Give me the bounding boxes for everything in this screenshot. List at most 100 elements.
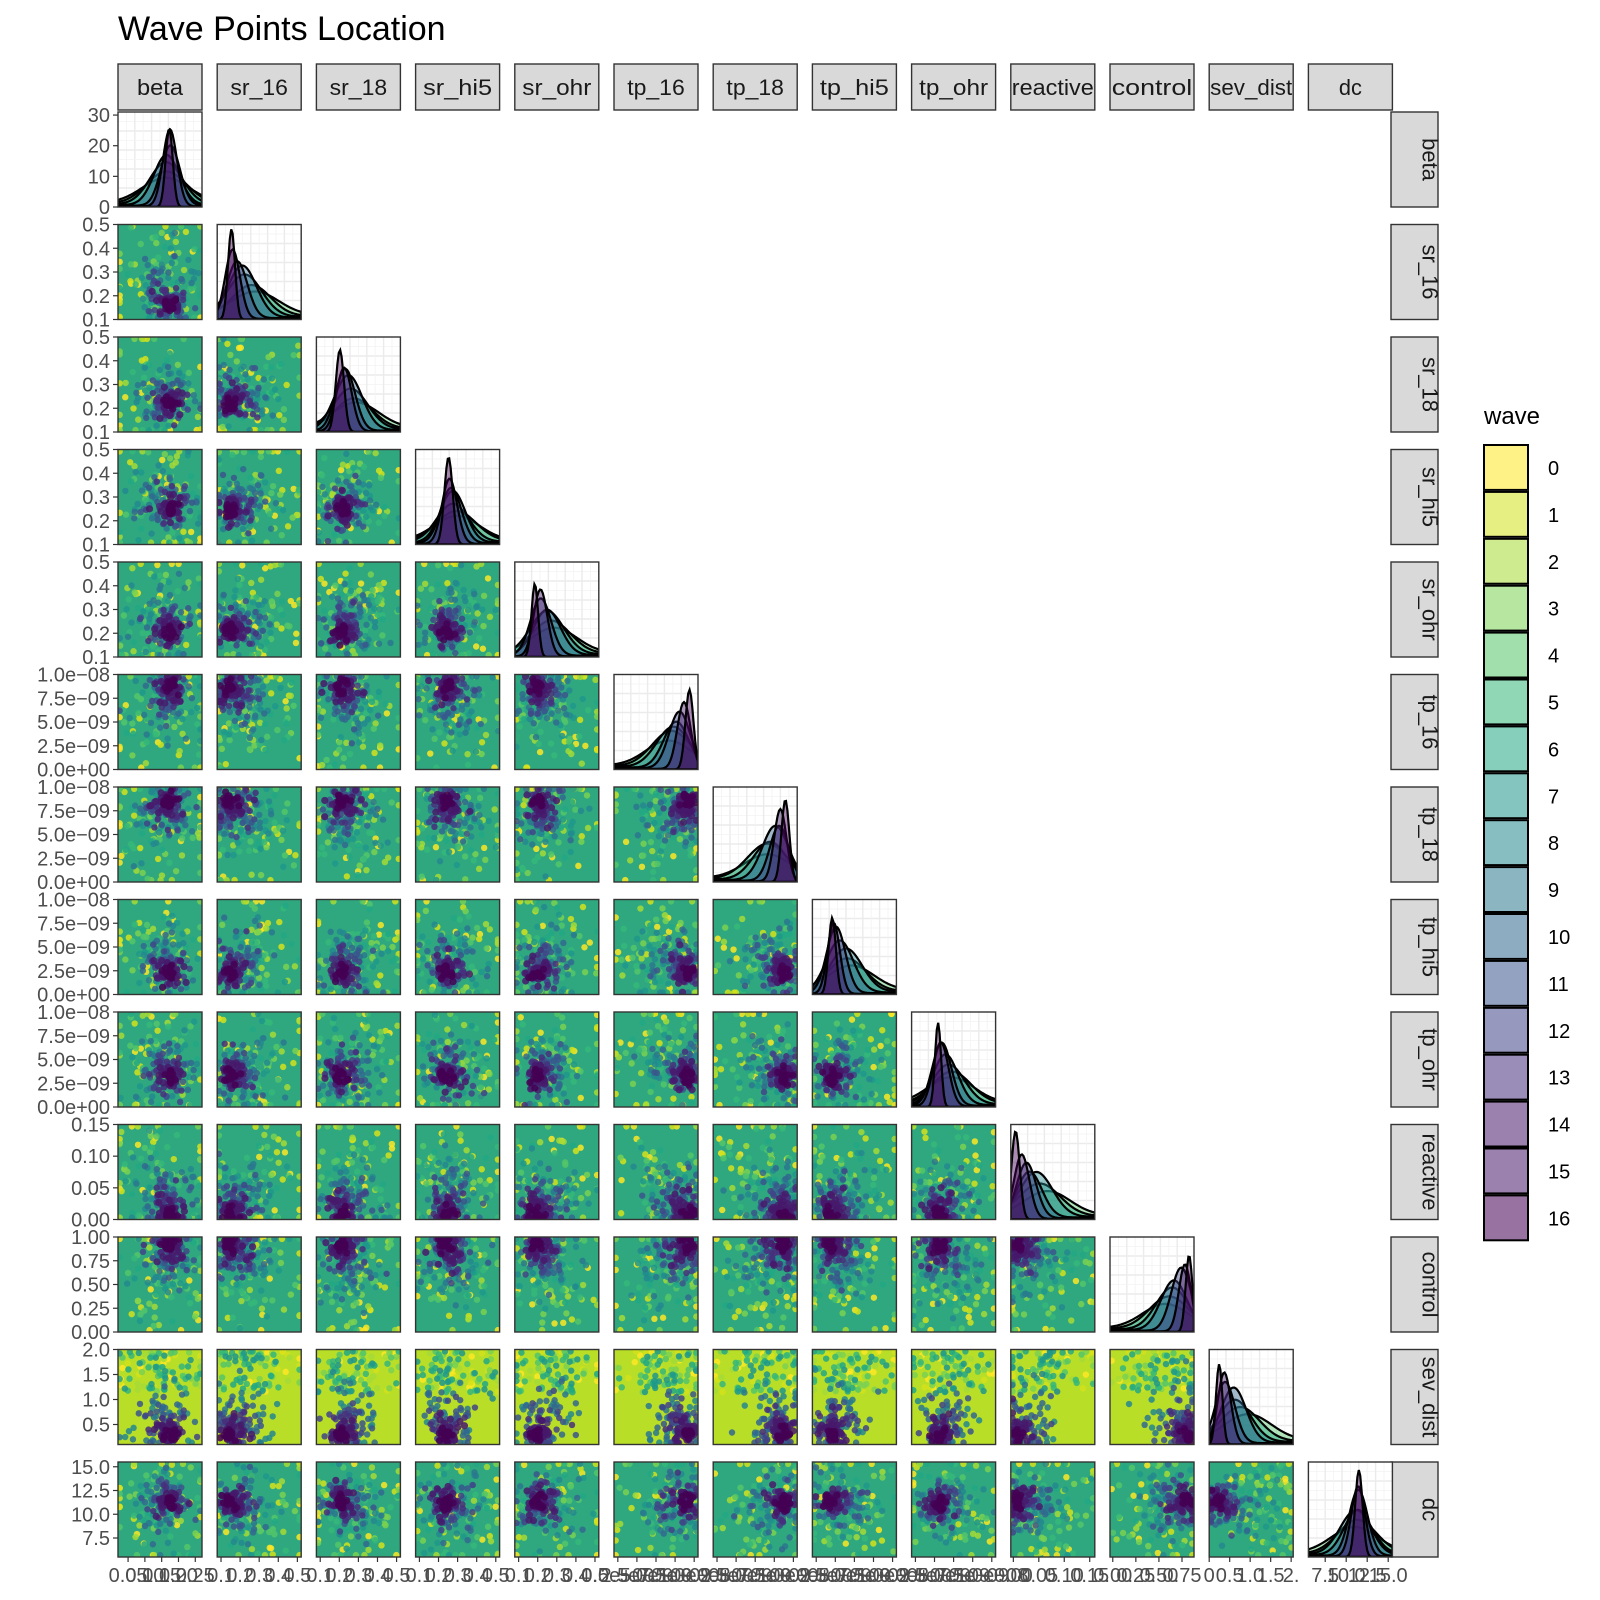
scatter-point-wave-13 xyxy=(252,630,259,637)
scatter-point-wave-13 xyxy=(549,815,556,823)
scatter-point-wave-12 xyxy=(156,640,164,647)
scatter-point-wave-1 xyxy=(267,876,274,882)
scatter-point-wave-3 xyxy=(129,752,136,759)
scatter-point-wave-1 xyxy=(231,876,238,882)
scatter-point-wave-4 xyxy=(120,612,128,619)
row-strip-label: sr_ohr xyxy=(1418,578,1443,640)
scatter-point-wave-9 xyxy=(140,711,148,719)
scatter-point-wave-0 xyxy=(293,630,300,637)
scatter-point-wave-11 xyxy=(145,273,153,281)
scatter-point-wave-9 xyxy=(180,302,187,309)
scatter-point-wave-16 xyxy=(161,397,170,406)
scatter-point-wave-5 xyxy=(229,451,236,459)
scatter-point-wave-11 xyxy=(249,364,256,372)
scatter-point-wave-9 xyxy=(138,487,146,494)
scatter-point-wave-2 xyxy=(272,562,279,569)
scatter-point-wave-9 xyxy=(251,714,259,721)
scatter-point-wave-3 xyxy=(251,742,258,749)
scatter-point-wave-10 xyxy=(235,485,242,492)
scatter-point-wave-7 xyxy=(257,845,264,853)
scatter-point-wave-15 xyxy=(327,637,335,645)
scatter-point-wave-5 xyxy=(261,646,269,654)
scatter-point-wave-16 xyxy=(334,791,343,799)
scatter-point-wave-9 xyxy=(242,371,249,378)
scatter-point-wave-10 xyxy=(567,837,574,844)
row-strip-tp_ohr: tp_ohr xyxy=(1390,1011,1443,1108)
scatter-point-wave-5 xyxy=(136,787,144,793)
scatter-point-wave-9 xyxy=(226,480,233,488)
scatter-point-wave-11 xyxy=(146,676,153,684)
scatter-point-wave-8 xyxy=(156,366,164,374)
scatter-point-wave-10 xyxy=(217,613,223,620)
scatter-point-wave-12 xyxy=(151,306,158,314)
scatter-point-wave-3 xyxy=(162,571,170,579)
scatter-point-wave-1 xyxy=(162,224,169,230)
scatter-point-wave-0 xyxy=(118,820,123,827)
row-strip-label: dc xyxy=(1418,1498,1443,1521)
scatter-point-wave-4 xyxy=(415,840,421,847)
scatter-point-wave-1 xyxy=(276,411,283,419)
scatter-point-wave-6 xyxy=(316,801,322,808)
scatter-point-wave-1 xyxy=(197,426,202,432)
scatter-point-wave-6 xyxy=(355,842,362,849)
scatter-point-wave-7 xyxy=(579,695,586,703)
scatter-point-wave-13 xyxy=(179,296,187,304)
scatter-point-wave-16 xyxy=(164,301,172,309)
scatter-point-wave-6 xyxy=(279,611,286,618)
scatter-point-wave-16 xyxy=(537,682,545,690)
scatter-point-wave-2 xyxy=(279,426,286,432)
scatter-point-wave-13 xyxy=(252,789,259,797)
scatter-point-wave-3 xyxy=(172,867,180,875)
scatter-point-wave-12 xyxy=(176,314,184,320)
scatter-point-wave-6 xyxy=(448,720,456,727)
scatter-point-wave-4 xyxy=(555,861,562,868)
scatter-point-wave-6 xyxy=(161,243,168,250)
scatter-point-wave-8 xyxy=(429,726,436,733)
scatter-point-wave-9 xyxy=(421,639,428,647)
row-strip-box xyxy=(1390,111,1439,208)
scatter-point-wave-5 xyxy=(415,675,421,683)
scatter-point-wave-2 xyxy=(273,621,280,628)
row-strip-beta: beta xyxy=(1390,111,1443,208)
density-panel-tp_16-vs-tp_16 xyxy=(613,673,699,771)
scatter-point-wave-0 xyxy=(118,859,123,866)
scatter-point-wave-6 xyxy=(118,285,123,292)
scatter-point-wave-15 xyxy=(523,791,531,799)
scatter-point-wave-8 xyxy=(331,844,338,851)
scatter-point-wave-5 xyxy=(130,845,138,852)
scatter-point-wave-6 xyxy=(288,679,295,686)
scatter-point-wave-9 xyxy=(260,376,267,383)
scatter-point-wave-12 xyxy=(235,492,242,499)
scatter-point-wave-3 xyxy=(217,736,224,744)
scatter-point-wave-6 xyxy=(561,805,569,813)
scatter-point-wave-8 xyxy=(384,839,391,846)
scatter-point-wave-15 xyxy=(151,629,159,638)
scatter-point-wave-6 xyxy=(478,831,485,838)
scatter-point-wave-7 xyxy=(337,733,345,741)
scatter-point-wave-2 xyxy=(257,449,265,455)
scatter-point-wave-15 xyxy=(238,624,246,633)
scatter-point-wave-2 xyxy=(287,692,294,700)
scatter-point-wave-10 xyxy=(346,482,354,490)
scatter-point-wave-13 xyxy=(151,824,158,831)
scatter-point-wave-5 xyxy=(236,594,243,601)
scatter-point-wave-5 xyxy=(236,848,243,855)
scatter-point-wave-13 xyxy=(152,398,160,405)
scatter-point-wave-2 xyxy=(257,576,265,583)
scatter-point-wave-8 xyxy=(567,830,575,838)
scatter-point-wave-9 xyxy=(473,674,480,680)
scatter-point-wave-11 xyxy=(217,491,223,499)
scatter-point-wave-8 xyxy=(133,398,140,406)
scatter-point-wave-6 xyxy=(277,360,285,368)
scatter-point-wave-6 xyxy=(375,693,383,700)
scatter-point-wave-2 xyxy=(592,676,599,684)
column-strip-label: sr_ohr xyxy=(522,75,591,100)
scatter-point-wave-1 xyxy=(415,819,421,826)
scatter-point-wave-2 xyxy=(118,533,123,541)
scatter-point-wave-6 xyxy=(262,720,269,728)
scatter-point-wave-10 xyxy=(342,716,349,723)
scatter-point-wave-4 xyxy=(185,369,193,377)
scatter-point-wave-6 xyxy=(193,677,200,685)
scatter-point-wave-9 xyxy=(133,821,140,828)
scatter-point-wave-2 xyxy=(372,449,379,457)
